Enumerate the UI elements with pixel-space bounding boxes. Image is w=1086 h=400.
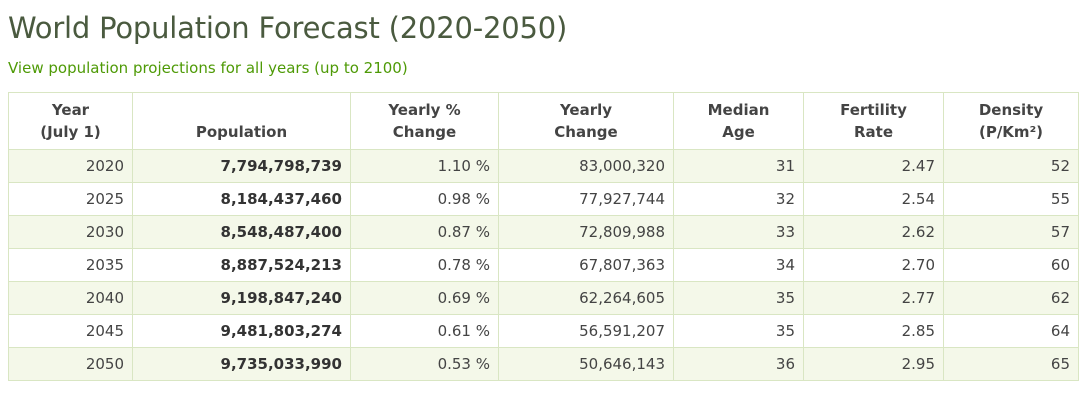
population-cell: 9,481,803,274	[132, 314, 351, 348]
header-yearly-change[interactable]: Yearly Change	[498, 92, 674, 150]
population-cell: 8,184,437,460	[132, 182, 351, 216]
header-label: Age	[722, 123, 755, 141]
header-label: Change	[392, 123, 457, 141]
fertility-rate-cell: 2.85	[803, 314, 944, 348]
median-age-cell: 35	[673, 281, 804, 315]
year-cell: 2045	[8, 314, 133, 348]
yearly-percent-change-cell: 0.61 %	[350, 314, 499, 348]
year-cell: 2030	[8, 215, 133, 249]
table-row: 2045 9,481,803,274 0.61 % 56,591,207 35 2.85 6…	[8, 314, 1079, 348]
header-yearly-percent-change[interactable]: Yearly % Change	[350, 92, 499, 150]
header-label: Change	[554, 123, 618, 141]
header-label: Median	[707, 101, 770, 119]
header-label: Fertility	[840, 101, 907, 119]
header-median-age[interactable]: Median Age	[673, 92, 804, 150]
yearly-change-cell: 56,591,207	[498, 314, 674, 348]
population-cell: 8,887,524,213	[132, 248, 351, 282]
year-cell: 2050	[8, 347, 133, 381]
yearly-change-cell: 62,264,605	[498, 281, 674, 315]
yearly-percent-change-cell: 1.10 %	[350, 149, 499, 183]
yearly-percent-change-cell: 0.87 %	[350, 215, 499, 249]
header-year[interactable]: Year (July 1)	[8, 92, 133, 150]
header-label: Year	[51, 101, 90, 119]
yearly-percent-change-cell: 0.98 %	[350, 182, 499, 216]
fertility-rate-cell: 2.77	[803, 281, 944, 315]
header-label: Population	[195, 123, 288, 141]
population-cell: 8,548,487,400	[132, 215, 351, 249]
table-row: 2050 9,735,033,990 0.53 % 50,646,143 36 2.95 6…	[8, 347, 1079, 381]
header-label: Density	[978, 101, 1044, 119]
header-fertility-rate[interactable]: Fertility Rate	[803, 92, 944, 150]
density-cell: 60	[943, 248, 1079, 282]
page-title: World Population Forecast (2020-2050)	[8, 11, 568, 45]
density-cell: 65	[943, 347, 1079, 381]
header-label: Yearly %	[388, 101, 461, 119]
year-cell: 2035	[8, 248, 133, 282]
fertility-rate-cell: 2.95	[803, 347, 944, 381]
median-age-cell: 31	[673, 149, 804, 183]
header-label: (July 1)	[40, 123, 101, 141]
density-cell: 57	[943, 215, 1079, 249]
density-cell: 62	[943, 281, 1079, 315]
year-cell: 2040	[8, 281, 133, 315]
density-cell: 55	[943, 182, 1079, 216]
all-years-projection-link[interactable]: View population projections for all year…	[8, 59, 408, 77]
population-forecast-table: Year (July 1) Population Yearly % Change…	[8, 92, 1079, 381]
median-age-cell: 36	[673, 347, 804, 381]
yearly-change-cell: 50,646,143	[498, 347, 674, 381]
population-cell: 9,735,033,990	[132, 347, 351, 381]
table-row: 2025 8,184,437,460 0.98 % 77,927,744 32 2.54 5…	[8, 182, 1079, 216]
year-cell: 2025	[8, 182, 133, 216]
table-row: 2040 9,198,847,240 0.69 % 62,264,605 35 2.77 6…	[8, 281, 1079, 315]
yearly-change-cell: 67,807,363	[498, 248, 674, 282]
header-label: Yearly	[559, 101, 613, 119]
density-cell: 52	[943, 149, 1079, 183]
yearly-percent-change-cell: 0.78 %	[350, 248, 499, 282]
yearly-change-cell: 72,809,988	[498, 215, 674, 249]
median-age-cell: 32	[673, 182, 804, 216]
header-label: (P/Km²)	[978, 123, 1043, 141]
fertility-rate-cell: 2.47	[803, 149, 944, 183]
median-age-cell: 33	[673, 215, 804, 249]
table-header-row: Year (July 1) Population Yearly % Change…	[8, 92, 1079, 150]
header-label: Rate	[853, 123, 894, 141]
yearly-change-cell: 83,000,320	[498, 149, 674, 183]
fertility-rate-cell: 2.62	[803, 215, 944, 249]
header-population[interactable]: Population	[132, 92, 351, 150]
year-cell: 2020	[8, 149, 133, 183]
yearly-change-cell: 77,927,744	[498, 182, 674, 216]
median-age-cell: 35	[673, 314, 804, 348]
table-row: 2020 7,794,798,739 1.10 % 83,000,320 31 2.47 5…	[8, 149, 1079, 183]
table-row: 2030 8,548,487,400 0.87 % 72,809,988 33 2.62 5…	[8, 215, 1079, 249]
yearly-percent-change-cell: 0.69 %	[350, 281, 499, 315]
header-density[interactable]: Density (P/Km²)	[943, 92, 1079, 150]
fertility-rate-cell: 2.54	[803, 182, 944, 216]
median-age-cell: 34	[673, 248, 804, 282]
population-cell: 7,794,798,739	[132, 149, 351, 183]
population-cell: 9,198,847,240	[132, 281, 351, 315]
yearly-percent-change-cell: 0.53 %	[350, 347, 499, 381]
density-cell: 64	[943, 314, 1079, 348]
fertility-rate-cell: 2.70	[803, 248, 944, 282]
table-row: 2035 8,887,524,213 0.78 % 67,807,363 34 2.70 6…	[8, 248, 1079, 282]
table-body: 2020 7,794,798,739 1.10 % 83,000,320 31 2.47 5…	[8, 149, 1079, 381]
